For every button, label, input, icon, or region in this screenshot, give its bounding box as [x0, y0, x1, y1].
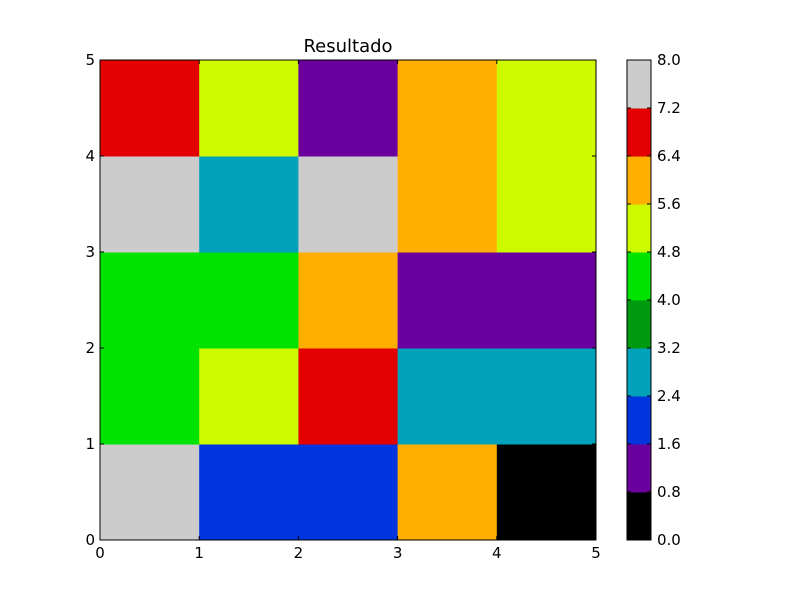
heatmap-cell — [199, 444, 299, 541]
heatmap-cell — [397, 348, 498, 445]
heatmap-cell — [199, 252, 299, 349]
colorbar-tick-label: 4.8 — [657, 243, 681, 261]
colorbar — [627, 60, 651, 541]
colorbar-segment — [627, 108, 651, 157]
heatmap-cell — [100, 252, 200, 349]
colorbar-tick-label: 1.6 — [657, 435, 681, 453]
colorbar-tick-label: 0.0 — [657, 531, 681, 549]
heatmap-cell — [397, 444, 498, 541]
colorbar-segment — [627, 444, 651, 493]
heatmap-cell — [496, 348, 597, 445]
colorbar-tick-label: 2.4 — [657, 387, 681, 405]
heatmap-cell — [496, 60, 597, 157]
chart-title: Resultado — [303, 36, 392, 57]
heatmap-cell — [496, 444, 597, 541]
heatmap-cell — [100, 348, 200, 445]
heatmap-cell — [397, 60, 498, 157]
heatmap-cell — [100, 60, 200, 157]
heatmap-cell — [199, 348, 299, 445]
colorbar-tick-label: 7.2 — [657, 99, 681, 117]
colorbar-segment — [627, 396, 651, 445]
colorbar-segment — [627, 348, 651, 397]
y-tick-label: 1 — [85, 435, 95, 453]
heatmap-cell — [397, 156, 498, 253]
x-tick-label: 1 — [194, 544, 204, 562]
x-tick-label: 2 — [294, 544, 304, 562]
colorbar-tick-label: 0.8 — [657, 483, 681, 501]
colorbar-segment — [627, 60, 651, 109]
colorbar-tick-label: 8.0 — [657, 51, 681, 69]
axis-ticks: 0 1 2 3 4 5 0 1 2 3 4 5 — [85, 51, 600, 562]
heatmap-cell — [100, 156, 200, 253]
colorbar-ticks: 0.0 0.8 1.6 2.4 3.2 4.0 4.8 5.6 6.4 7.2 8.0 — [627, 51, 681, 549]
colorbar-segment — [627, 252, 651, 301]
heatmap-cell — [496, 156, 597, 253]
colorbar-tick-label: 5.6 — [657, 195, 681, 213]
heatmap-cell — [397, 252, 498, 349]
y-tick-label: 4 — [85, 147, 95, 165]
x-tick-label: 0 — [95, 544, 105, 562]
y-tick-label: 5 — [85, 51, 95, 69]
colorbar-segment — [627, 492, 651, 541]
y-tick-label: 3 — [85, 243, 95, 261]
colorbar-tick-label: 6.4 — [657, 147, 681, 165]
x-tick-label: 5 — [591, 544, 601, 562]
heatmap-cell — [298, 60, 399, 157]
heatmap-cell — [298, 348, 399, 445]
colorbar-segment — [627, 204, 651, 253]
heatmap-cell — [199, 60, 299, 157]
y-tick-label: 0 — [85, 531, 95, 549]
heatmap-cell — [496, 252, 597, 349]
plot-frame — [99, 59, 597, 541]
colorbar-tick-label: 3.2 — [657, 339, 681, 357]
heatmap-cell — [100, 444, 200, 541]
colorbar-tick-label: 4.0 — [657, 291, 681, 309]
heatmap-cell — [199, 156, 299, 253]
colorbar-segment — [627, 156, 651, 205]
heatmap-cell — [298, 444, 399, 541]
y-tick-label: 2 — [85, 339, 95, 357]
colorbar-segment — [627, 300, 651, 349]
heatmap-cell — [298, 156, 399, 253]
heatmap-cells — [100, 60, 597, 541]
heatmap-cell — [298, 252, 399, 349]
x-tick-label: 3 — [393, 544, 403, 562]
x-tick-label: 4 — [492, 544, 502, 562]
